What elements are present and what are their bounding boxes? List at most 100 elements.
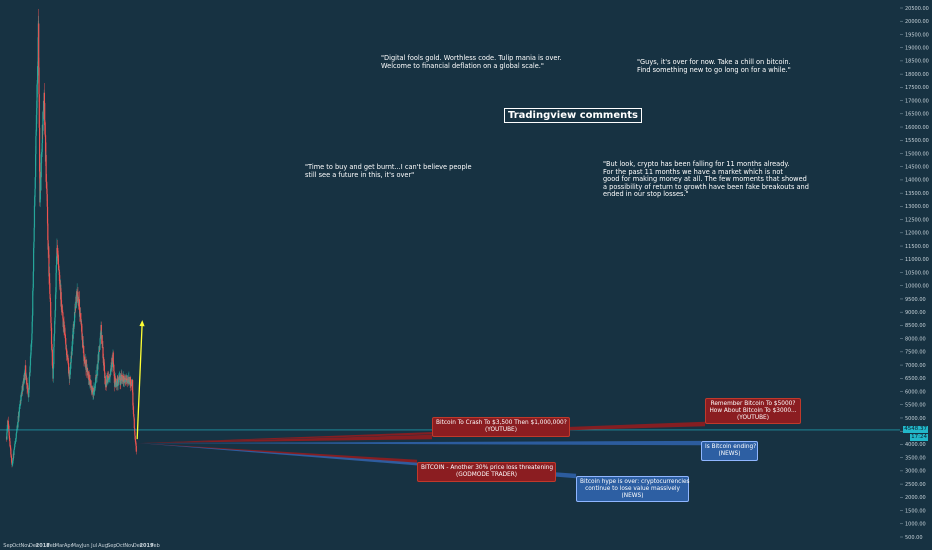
candle-body bbox=[54, 317, 56, 322]
candle-body bbox=[32, 290, 34, 316]
x-tick-label: Mar bbox=[55, 543, 65, 549]
candle-body bbox=[42, 111, 44, 113]
current-price-tag: 4548.37 bbox=[903, 425, 928, 433]
candle-body bbox=[29, 365, 31, 373]
candle-body bbox=[114, 378, 117, 380]
candle-body bbox=[67, 359, 69, 363]
candle-body bbox=[57, 253, 59, 256]
candle-body bbox=[56, 256, 58, 266]
candle-body bbox=[110, 368, 112, 371]
candle-body bbox=[10, 456, 13, 459]
candle-body bbox=[29, 356, 32, 366]
candle-body bbox=[17, 416, 19, 423]
candle-body bbox=[35, 114, 38, 132]
candle-body bbox=[29, 372, 31, 373]
candle-body bbox=[82, 336, 84, 343]
candle-body bbox=[44, 102, 46, 126]
candle-body bbox=[40, 154, 42, 178]
y-tick-label: 10000.00 bbox=[905, 284, 929, 290]
candle-body bbox=[122, 376, 125, 377]
candle-body bbox=[107, 379, 109, 383]
candle-body bbox=[9, 441, 11, 447]
candle-body bbox=[82, 342, 84, 349]
projection-arrowhead bbox=[139, 320, 145, 327]
candle-body bbox=[9, 447, 12, 449]
y-tick-label: 2000.00 bbox=[905, 495, 926, 501]
candle-body bbox=[48, 273, 51, 284]
candle-body bbox=[125, 380, 127, 382]
candle-body bbox=[20, 394, 22, 401]
x-tick-label: Feb bbox=[47, 543, 56, 549]
candle-body bbox=[32, 271, 34, 288]
candle-body bbox=[25, 373, 27, 377]
candle-body bbox=[34, 197, 36, 206]
y-tick-label: 17500.00 bbox=[905, 85, 929, 91]
candle-body bbox=[64, 329, 66, 335]
candle-body bbox=[51, 349, 53, 366]
candle-body bbox=[110, 370, 112, 376]
candle-body bbox=[62, 311, 64, 313]
candle-body bbox=[15, 438, 17, 442]
candle-body bbox=[87, 371, 89, 377]
x-tick-label: Oct bbox=[116, 543, 125, 549]
tradingview-comments-title: Tradingview comments bbox=[504, 108, 642, 123]
y-tick-label: 18500.00 bbox=[905, 59, 929, 65]
y-tick-label: 6000.00 bbox=[905, 389, 926, 395]
candle-body bbox=[133, 414, 135, 417]
y-tick-label: 500.00 bbox=[905, 535, 923, 541]
candle-body bbox=[30, 343, 32, 345]
candle-body bbox=[67, 355, 69, 360]
candle-body bbox=[104, 371, 106, 379]
candle-body bbox=[53, 347, 55, 365]
candle-body bbox=[9, 446, 11, 448]
candle-body bbox=[30, 354, 32, 357]
candle-body bbox=[55, 272, 57, 293]
candle-body bbox=[18, 412, 20, 417]
y-tick-label: 17000.00 bbox=[905, 98, 929, 104]
comment-digital-fools-gold: "Digital fools gold. Worthless code. Tul… bbox=[381, 54, 562, 70]
candle-body bbox=[73, 325, 75, 329]
candle-body bbox=[30, 344, 32, 355]
x-tick-label: Apr bbox=[64, 543, 74, 549]
candle-body bbox=[109, 374, 111, 377]
candle-body bbox=[61, 311, 63, 312]
candle-body bbox=[8, 435, 11, 438]
candle-body bbox=[14, 444, 16, 447]
candle-body bbox=[25, 365, 27, 374]
candle-body bbox=[52, 367, 54, 379]
y-tick-label: 20500.00 bbox=[905, 6, 929, 12]
price-axis[interactable]: 500.00 1000.00 1500.00 2000.00 2500.00 3000.0… bbox=[900, 6, 929, 541]
candle-body bbox=[44, 134, 46, 136]
candle-body bbox=[38, 127, 41, 172]
candle-body bbox=[98, 351, 100, 361]
candle-body bbox=[54, 294, 57, 311]
candle-body bbox=[61, 309, 63, 312]
candle-body bbox=[15, 441, 17, 442]
candle-body bbox=[6, 430, 8, 433]
candle-body bbox=[65, 344, 67, 350]
candle-body bbox=[19, 405, 21, 407]
candle-body bbox=[108, 378, 111, 380]
candle-body bbox=[101, 335, 103, 345]
candle-body bbox=[54, 321, 56, 334]
y-tick-label: 4000.00 bbox=[905, 442, 926, 448]
candle-body bbox=[90, 385, 92, 387]
candle-body bbox=[80, 319, 82, 325]
candle-body bbox=[118, 378, 120, 383]
candle-body bbox=[14, 443, 16, 445]
candle-body bbox=[16, 429, 18, 433]
candle-body bbox=[69, 371, 71, 379]
candle-body bbox=[104, 376, 106, 385]
candle-body bbox=[108, 376, 110, 379]
candle-body bbox=[33, 248, 35, 272]
candle-body bbox=[6, 425, 9, 431]
candle-body bbox=[67, 362, 69, 364]
candle-body bbox=[26, 377, 28, 384]
candle-body bbox=[6, 432, 8, 440]
x-tick-label: Jul bbox=[90, 543, 97, 549]
candle-body bbox=[77, 296, 79, 302]
candle-body bbox=[86, 367, 88, 372]
candle-body bbox=[103, 365, 106, 372]
